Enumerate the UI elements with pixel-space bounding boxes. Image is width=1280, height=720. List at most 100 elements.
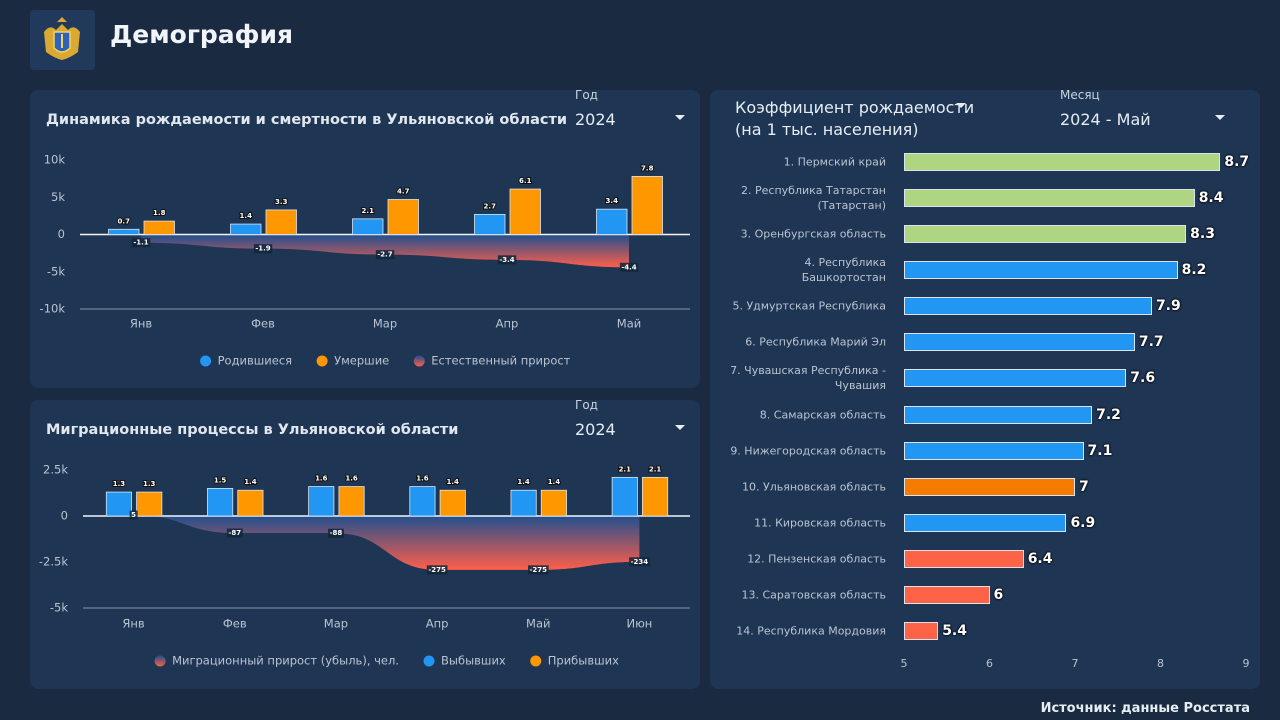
x-tick-label: Апр xyxy=(426,617,449,631)
chart: 10k 5k 0 -5k -10k Янв Фев Мар Апр Май -1.1 -1.9 -2.7… xyxy=(40,153,690,368)
bar xyxy=(207,488,234,517)
bar xyxy=(904,405,1093,424)
dropdown-caret[interactable] xyxy=(956,103,966,108)
emblem xyxy=(44,17,80,60)
bar xyxy=(509,188,541,235)
x-tick-label: Фев xyxy=(223,617,247,631)
x-tick-label: 5 xyxy=(900,657,908,670)
y-tick-label: 9. Нижегородская область xyxy=(730,444,886,458)
bar xyxy=(904,622,939,641)
bar xyxy=(904,549,1024,568)
y-tick-label: 5. Удмуртская Республика xyxy=(732,299,886,313)
y-tick-label: 10. Ульяновская область xyxy=(742,480,886,494)
bar xyxy=(631,175,663,235)
data-label: 1.6 xyxy=(315,475,328,483)
bar xyxy=(904,333,1135,352)
x-tick-label: Май xyxy=(526,617,550,631)
legend-label: Прибывших xyxy=(548,654,619,668)
y-tick-label: 3. Оренбургская область xyxy=(740,227,886,241)
y-tick-label: -5k xyxy=(50,601,68,615)
data-label-box xyxy=(226,528,243,538)
legend: Миграционный прирост (убыль), чел. Выбывш… xyxy=(154,654,619,668)
data-label: 6 xyxy=(993,586,1004,603)
data-label: 1.4 xyxy=(517,478,530,486)
bar xyxy=(596,208,628,235)
y-tick-label: 0 xyxy=(61,509,68,523)
y-tick-label: 13. Саратовская область xyxy=(741,588,886,602)
emblem-crown xyxy=(57,17,67,22)
data-label: 2.1 xyxy=(362,207,375,215)
data-label: 1.4 xyxy=(244,478,257,486)
filter-label: Год xyxy=(575,88,598,102)
legend-marker xyxy=(413,355,425,367)
dropdown-caret[interactable] xyxy=(1215,115,1225,120)
y-tick-label: 2.5k xyxy=(43,463,68,477)
filter-value[interactable]: 2024 - Май xyxy=(1060,110,1151,129)
bar xyxy=(904,261,1178,280)
bar xyxy=(230,223,262,235)
data-label: 8.4 xyxy=(1198,190,1224,207)
dropdown-caret[interactable] xyxy=(675,425,685,430)
logo xyxy=(30,10,95,70)
data-label: 5.4 xyxy=(942,623,967,640)
y-tick-label: 8. Самарская область xyxy=(759,408,886,422)
data-label: 7.9 xyxy=(1155,298,1181,315)
data-label: 6.1 xyxy=(519,177,532,185)
filter-value[interactable]: 2024 xyxy=(575,110,616,129)
data-label: -88 xyxy=(330,529,343,537)
y-tick-label: 6. Республика Марий Эл xyxy=(745,335,886,349)
x-tick-label: Мар xyxy=(373,317,397,331)
data-label: 2.7 xyxy=(484,202,497,210)
chart-subtitle: (на 1 тыс. населения) xyxy=(735,120,919,139)
bar xyxy=(642,476,669,517)
data-label: 7.1 xyxy=(1087,442,1113,459)
legend-marker xyxy=(200,355,212,367)
bar xyxy=(904,369,1127,388)
legend-marker xyxy=(423,655,435,667)
data-label-box xyxy=(629,557,650,567)
x-tick-label: 7 xyxy=(1071,657,1079,670)
panel-births: Динамика рождаемости и смертности в Улья… xyxy=(30,88,700,388)
x-tick-label: Апр xyxy=(496,317,519,331)
y-tick-label: 7. Чувашская Республика - Чувашия xyxy=(730,364,886,393)
data-label: 7.8 xyxy=(641,164,654,172)
data-label-box xyxy=(527,565,549,575)
data-label: 7.7 xyxy=(1138,334,1164,351)
bar xyxy=(904,153,1221,171)
data-label-box xyxy=(375,250,395,260)
x-tick-label: 8 xyxy=(1157,657,1164,670)
data-label: 6.9 xyxy=(1070,514,1096,531)
y-tick-label: 14. Республика Мордовия xyxy=(736,624,886,638)
data-label-box xyxy=(426,565,448,575)
y-tick-label: -10k xyxy=(40,302,66,316)
data-label-box xyxy=(253,244,273,254)
x-tick-label: Фев xyxy=(251,317,275,331)
y-tick-label: 12. Пензенская область xyxy=(747,552,886,566)
data-label: 1.6 xyxy=(345,475,358,483)
bar xyxy=(474,213,506,235)
bar xyxy=(136,491,163,517)
data-label: 1.3 xyxy=(113,480,126,488)
y-tick-label: 4. Республика Башкортостан xyxy=(801,256,886,285)
data-label: -1.9 xyxy=(255,245,270,253)
page-title: Демография xyxy=(110,20,294,49)
bar xyxy=(409,486,436,517)
bar xyxy=(904,225,1187,244)
chart-title: Миграционные процессы в Ульяновской обла… xyxy=(46,422,459,438)
data-label-box xyxy=(131,238,151,248)
y-tick-label: -2.5k xyxy=(39,555,68,569)
bar xyxy=(237,489,264,517)
panel-birth-rate: Коэффициент рождаемости (на 1 тыс. насел… xyxy=(710,88,1260,689)
filter-value[interactable]: 2024 xyxy=(575,420,616,439)
bar xyxy=(143,220,175,235)
bar xyxy=(338,486,365,517)
x-tick-label: Мар xyxy=(324,617,348,631)
y-tick-label: -5k xyxy=(47,264,65,278)
bar xyxy=(611,476,638,517)
data-label: 3.3 xyxy=(275,198,288,206)
bar xyxy=(439,489,466,517)
data-label: 4.7 xyxy=(397,187,410,195)
dropdown-caret[interactable] xyxy=(675,115,685,120)
bar xyxy=(904,441,1084,460)
data-label: -275 xyxy=(529,566,547,574)
